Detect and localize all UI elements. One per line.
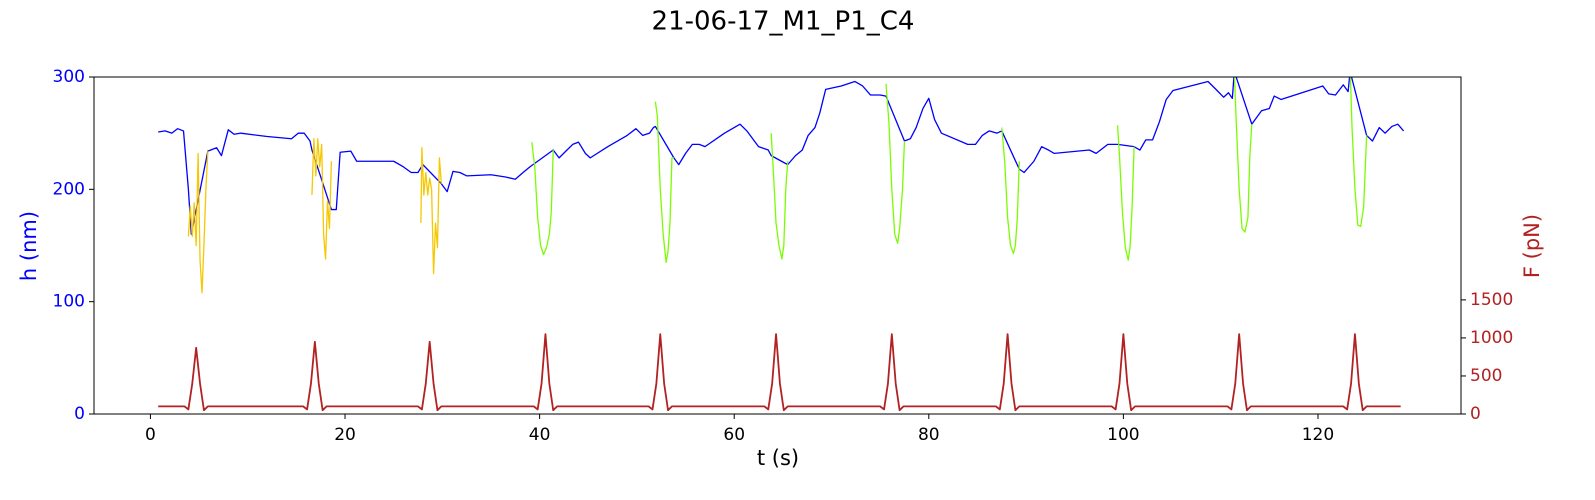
- y-tick-label: 0: [74, 404, 85, 424]
- y-tick-label: 200: [53, 179, 85, 199]
- x-tick-label: 20: [334, 425, 356, 445]
- x-tick-label: 120: [1302, 425, 1334, 445]
- y2-tick-label: 500: [1470, 366, 1502, 386]
- x-tick-label: 0: [145, 425, 156, 445]
- x-tick-label: 60: [723, 425, 745, 445]
- data-line: [187, 138, 442, 294]
- y2-axis-label: F (pN): [1520, 214, 1544, 278]
- plot-area: [158, 77, 1405, 412]
- x-axis-label: t (s): [757, 446, 799, 470]
- x-tick-label: 40: [529, 425, 551, 445]
- data-line: [158, 77, 1405, 235]
- y2-tick-label: 1500: [1470, 290, 1513, 310]
- y-tick-label: 100: [53, 292, 85, 312]
- y2-tick-label: 1000: [1470, 328, 1513, 348]
- y-axis-label: h (nm): [17, 211, 41, 281]
- y-tick-label: 300: [53, 67, 85, 87]
- chart-title: 21-06-17_M1_P1_C4: [652, 7, 915, 37]
- data-line: [158, 333, 1401, 412]
- plot-frame: [93, 76, 1462, 415]
- x-tick-label: 80: [918, 425, 940, 445]
- y2-tick-label: 0: [1470, 404, 1481, 424]
- data-line: [531, 77, 1368, 263]
- x-tick-label: 100: [1107, 425, 1139, 445]
